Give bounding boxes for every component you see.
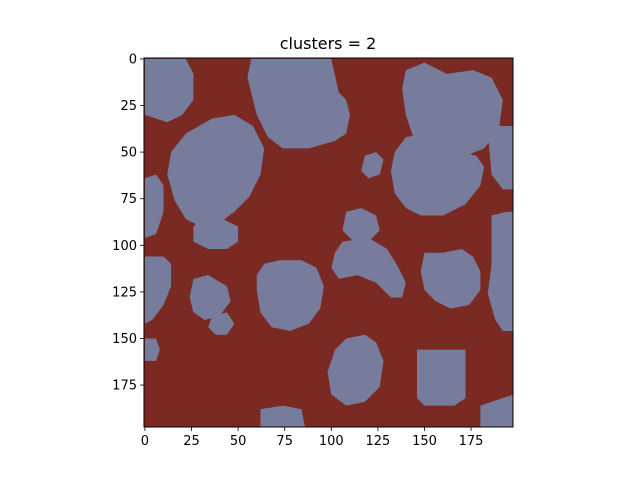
cluster-region — [260, 405, 306, 427]
y-tick-label: 0 — [129, 52, 137, 67]
x-tick-label: 100 — [319, 434, 344, 449]
cluster-region — [144, 338, 160, 361]
plot-area — [143, 57, 514, 428]
cluster-region — [390, 133, 485, 216]
cluster-region — [480, 394, 513, 427]
cluster-region — [189, 275, 231, 320]
y-tick-label: 25 — [120, 99, 137, 114]
cluster-region — [420, 249, 481, 309]
y-tick-label: 175 — [112, 379, 137, 394]
cluster-region — [487, 126, 513, 190]
cluster-region — [144, 256, 172, 324]
y-tick-label: 150 — [112, 332, 137, 347]
y-tick-label: 50 — [120, 146, 137, 161]
cluster-region — [331, 237, 406, 298]
x-axis: 0 25 50 75 100 125 150 175 — [141, 427, 484, 449]
cluster-region — [487, 211, 513, 332]
y-tick-label: 125 — [112, 285, 137, 300]
cluster-region — [417, 349, 466, 406]
cluster-region — [247, 58, 350, 149]
cluster-region — [256, 260, 324, 332]
cluster-region-layer — [144, 58, 513, 427]
y-axis: 0 25 50 75 100 125 150 175 — [112, 52, 144, 394]
cluster-region — [402, 62, 503, 156]
x-tick-label: 125 — [365, 434, 390, 449]
cluster-region — [144, 174, 164, 238]
cluster-region — [144, 58, 194, 123]
cluster-region — [327, 334, 384, 406]
cluster-region — [193, 219, 239, 250]
x-tick-label: 50 — [230, 434, 247, 449]
cluster-region — [361, 152, 384, 179]
cluster-region — [208, 312, 235, 335]
x-tick-label: 25 — [183, 434, 200, 449]
x-tick-label: 175 — [459, 434, 484, 449]
plot-frame — [143, 57, 514, 428]
y-tick-label: 100 — [112, 239, 137, 254]
cluster-region — [342, 208, 380, 242]
chart-title: clusters = 2 — [280, 34, 377, 53]
x-tick-label: 150 — [412, 434, 437, 449]
x-tick-label: 0 — [141, 434, 149, 449]
x-tick-label: 75 — [276, 434, 293, 449]
y-tick-label: 75 — [120, 192, 137, 207]
cluster-region — [167, 114, 265, 227]
